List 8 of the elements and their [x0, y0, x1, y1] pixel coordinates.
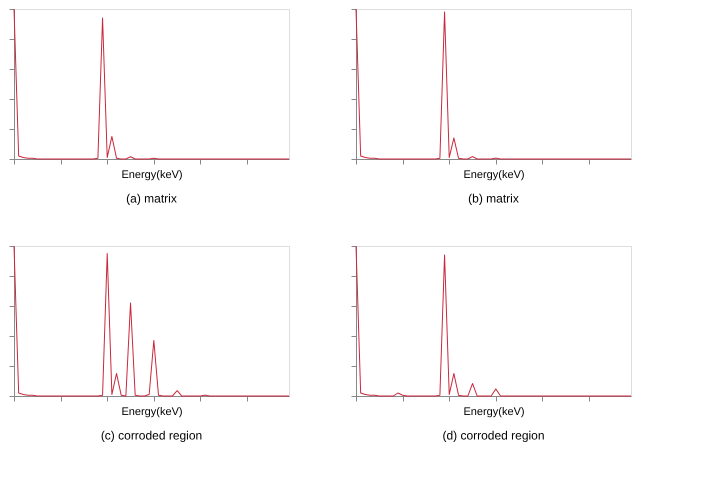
- text: (a) matrix: [126, 192, 177, 206]
- x-axis-title: Energy(keV): [463, 169, 525, 181]
- x-axis-title: Energy(keV): [121, 406, 183, 418]
- text: (d) corroded region: [442, 428, 545, 442]
- x-axis-title: Energy(keV): [121, 169, 183, 181]
- x-axis-title: Energy(keV): [463, 406, 525, 418]
- text: (c) corroded region: [100, 428, 202, 442]
- text: (b) matrix: [468, 192, 519, 206]
